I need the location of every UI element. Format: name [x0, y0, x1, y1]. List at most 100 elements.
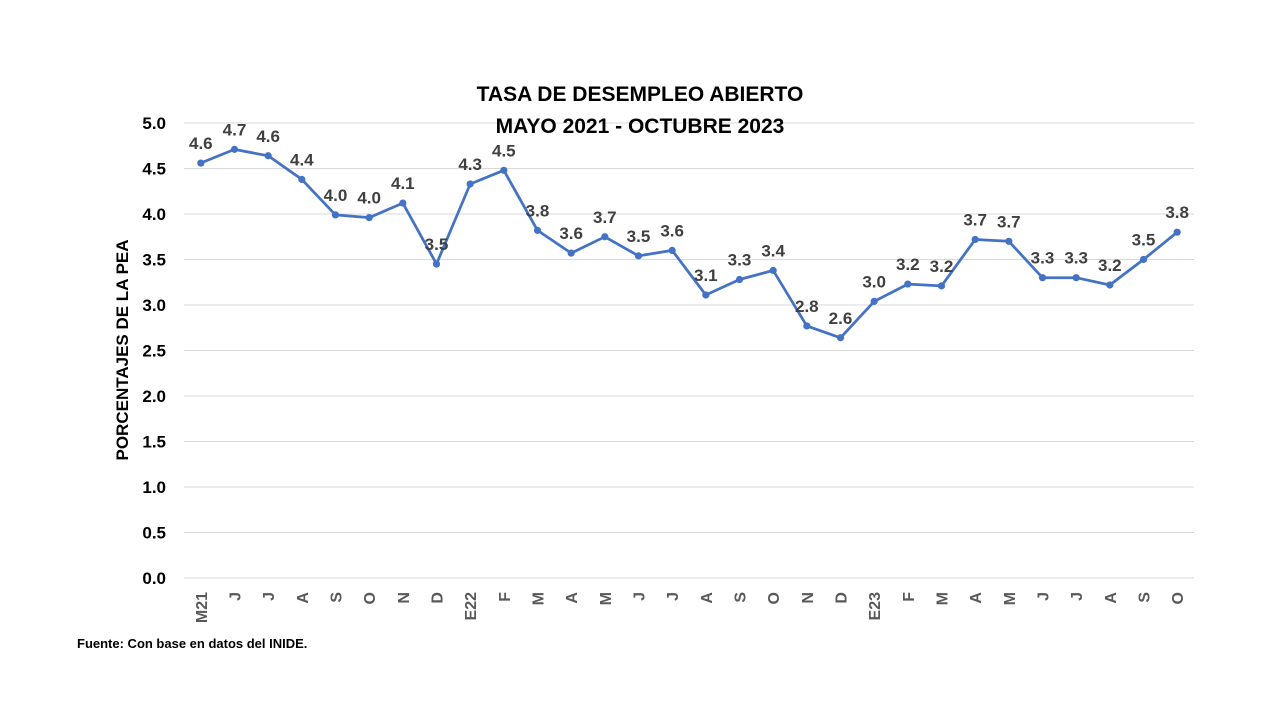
data-point — [466, 180, 474, 188]
x-tick-label: J — [1036, 592, 1053, 601]
y-tick-label: 1.0 — [142, 478, 166, 497]
x-tick-label: E22 — [463, 592, 480, 621]
series-line — [200, 148, 1179, 340]
x-tick-label: J — [1069, 592, 1086, 601]
x-tick-label: O — [362, 592, 379, 604]
data-point — [937, 282, 946, 290]
x-tick-label: F — [901, 592, 918, 602]
x-tick-label: E23 — [867, 592, 884, 621]
x-tick-label: M — [531, 592, 548, 605]
data-label: 4.6 — [189, 134, 213, 153]
source-note: Fuente: Con base en datos del INIDE. — [77, 636, 308, 651]
data-point — [365, 214, 373, 222]
y-tick-label: 2.0 — [142, 387, 166, 406]
data-point — [230, 145, 239, 153]
data-point — [668, 246, 676, 254]
data-point — [432, 260, 441, 268]
data-label: 3.1 — [694, 266, 718, 285]
x-tick-label: F — [497, 592, 514, 602]
data-point — [803, 322, 811, 330]
data-label: 3.7 — [593, 208, 617, 227]
data-point — [971, 235, 979, 244]
x-tick-label: J — [261, 592, 278, 601]
x-axis-ticks: M21 J J A S O N D E22 F M A M J J A S O N D E23 F M A M J J A S O — [194, 592, 1187, 624]
data-label: 4.5 — [492, 141, 516, 160]
x-tick-label: S — [329, 592, 346, 603]
x-tick-label: M — [598, 592, 615, 605]
y-axis-ticks: 0.0 0.5 1.0 1.5 2.0 2.5 3.0 3.5 4.0 4.5 5.0 — [142, 114, 166, 588]
x-tick-label: M — [935, 592, 952, 605]
x-tick-label: A — [968, 592, 985, 604]
data-point — [264, 152, 272, 160]
data-label: 3.7 — [997, 212, 1021, 231]
data-label: 4.7 — [223, 120, 247, 139]
data-label: 3.5 — [425, 235, 449, 254]
chart-title: TASA DE DESEMPLEO ABIERTO — [477, 83, 804, 106]
x-tick-label: J — [632, 592, 649, 601]
data-point — [1139, 255, 1148, 264]
data-label: 2.8 — [795, 297, 819, 316]
x-tick-label: O — [766, 592, 783, 604]
data-label: 3.5 — [627, 227, 651, 246]
data-point — [836, 334, 845, 342]
data-labels: 4.6 4.7 4.6 4.4 4.0 4.0 4.1 3.5 4.3 4.5 3.8 3.6 3.7 3… — [189, 120, 1189, 327]
data-points — [197, 145, 1181, 342]
x-tick-label: A — [699, 592, 716, 604]
y-tick-label: 2.5 — [142, 342, 166, 361]
data-point — [904, 280, 912, 288]
x-tick-label: J — [228, 592, 245, 601]
data-label: 3.2 — [1098, 256, 1122, 275]
data-point — [533, 226, 542, 234]
x-tick-label: J — [665, 592, 682, 601]
y-tick-label: 4.0 — [142, 205, 166, 224]
data-label: 3.3 — [1031, 249, 1055, 268]
y-tick-label: 1.5 — [142, 433, 166, 452]
x-tick-label: O — [1170, 592, 1187, 604]
data-label: 4.6 — [256, 127, 280, 146]
data-label: 3.2 — [896, 255, 920, 274]
data-label: 3.0 — [862, 272, 886, 291]
data-point — [702, 291, 710, 299]
y-tick-label: 3.0 — [142, 296, 166, 315]
data-point — [331, 211, 340, 219]
data-label: 3.5 — [1132, 231, 1156, 250]
data-point — [1173, 228, 1181, 236]
data-label: 3.4 — [761, 241, 785, 260]
data-label: 2.6 — [829, 309, 853, 328]
data-label: 4.0 — [324, 186, 348, 205]
data-point — [769, 266, 777, 275]
data-point — [1038, 274, 1047, 282]
data-point — [500, 166, 508, 174]
chart-subtitle: MAYO 2021 - OCTUBRE 2023 — [496, 115, 785, 138]
data-label: 3.6 — [559, 224, 583, 243]
data-label: 4.0 — [357, 189, 381, 208]
x-tick-label: D — [834, 592, 851, 604]
data-point — [634, 252, 643, 260]
data-label: 3.8 — [1165, 203, 1189, 222]
y-tick-label: 0.0 — [142, 569, 166, 588]
data-point — [1106, 281, 1114, 289]
x-tick-label: A — [295, 592, 312, 604]
y-tick-label: 4.5 — [142, 160, 166, 179]
data-point — [870, 297, 878, 305]
y-tick-label: 0.5 — [142, 524, 166, 543]
y-tick-label: 5.0 — [142, 114, 166, 133]
x-tick-label: M — [1002, 592, 1019, 605]
data-label: 3.8 — [526, 201, 550, 220]
x-tick-label: N — [396, 592, 413, 604]
data-point — [601, 233, 609, 241]
x-tick-label: A — [564, 592, 581, 604]
y-tick-label: 3.5 — [142, 251, 166, 270]
data-label: 4.4 — [290, 150, 314, 169]
x-tick-label: S — [733, 592, 750, 603]
data-point — [1072, 274, 1080, 282]
gridlines — [184, 122, 1194, 579]
x-tick-label: D — [430, 592, 447, 604]
data-label: 3.3 — [1064, 249, 1088, 268]
data-label: 4.3 — [458, 155, 482, 174]
x-tick-label: A — [1103, 592, 1120, 604]
x-tick-label: S — [1137, 592, 1154, 603]
y-axis-label: PORCENTAJES DE LA PEA — [113, 239, 132, 460]
data-label: 3.7 — [963, 210, 987, 229]
